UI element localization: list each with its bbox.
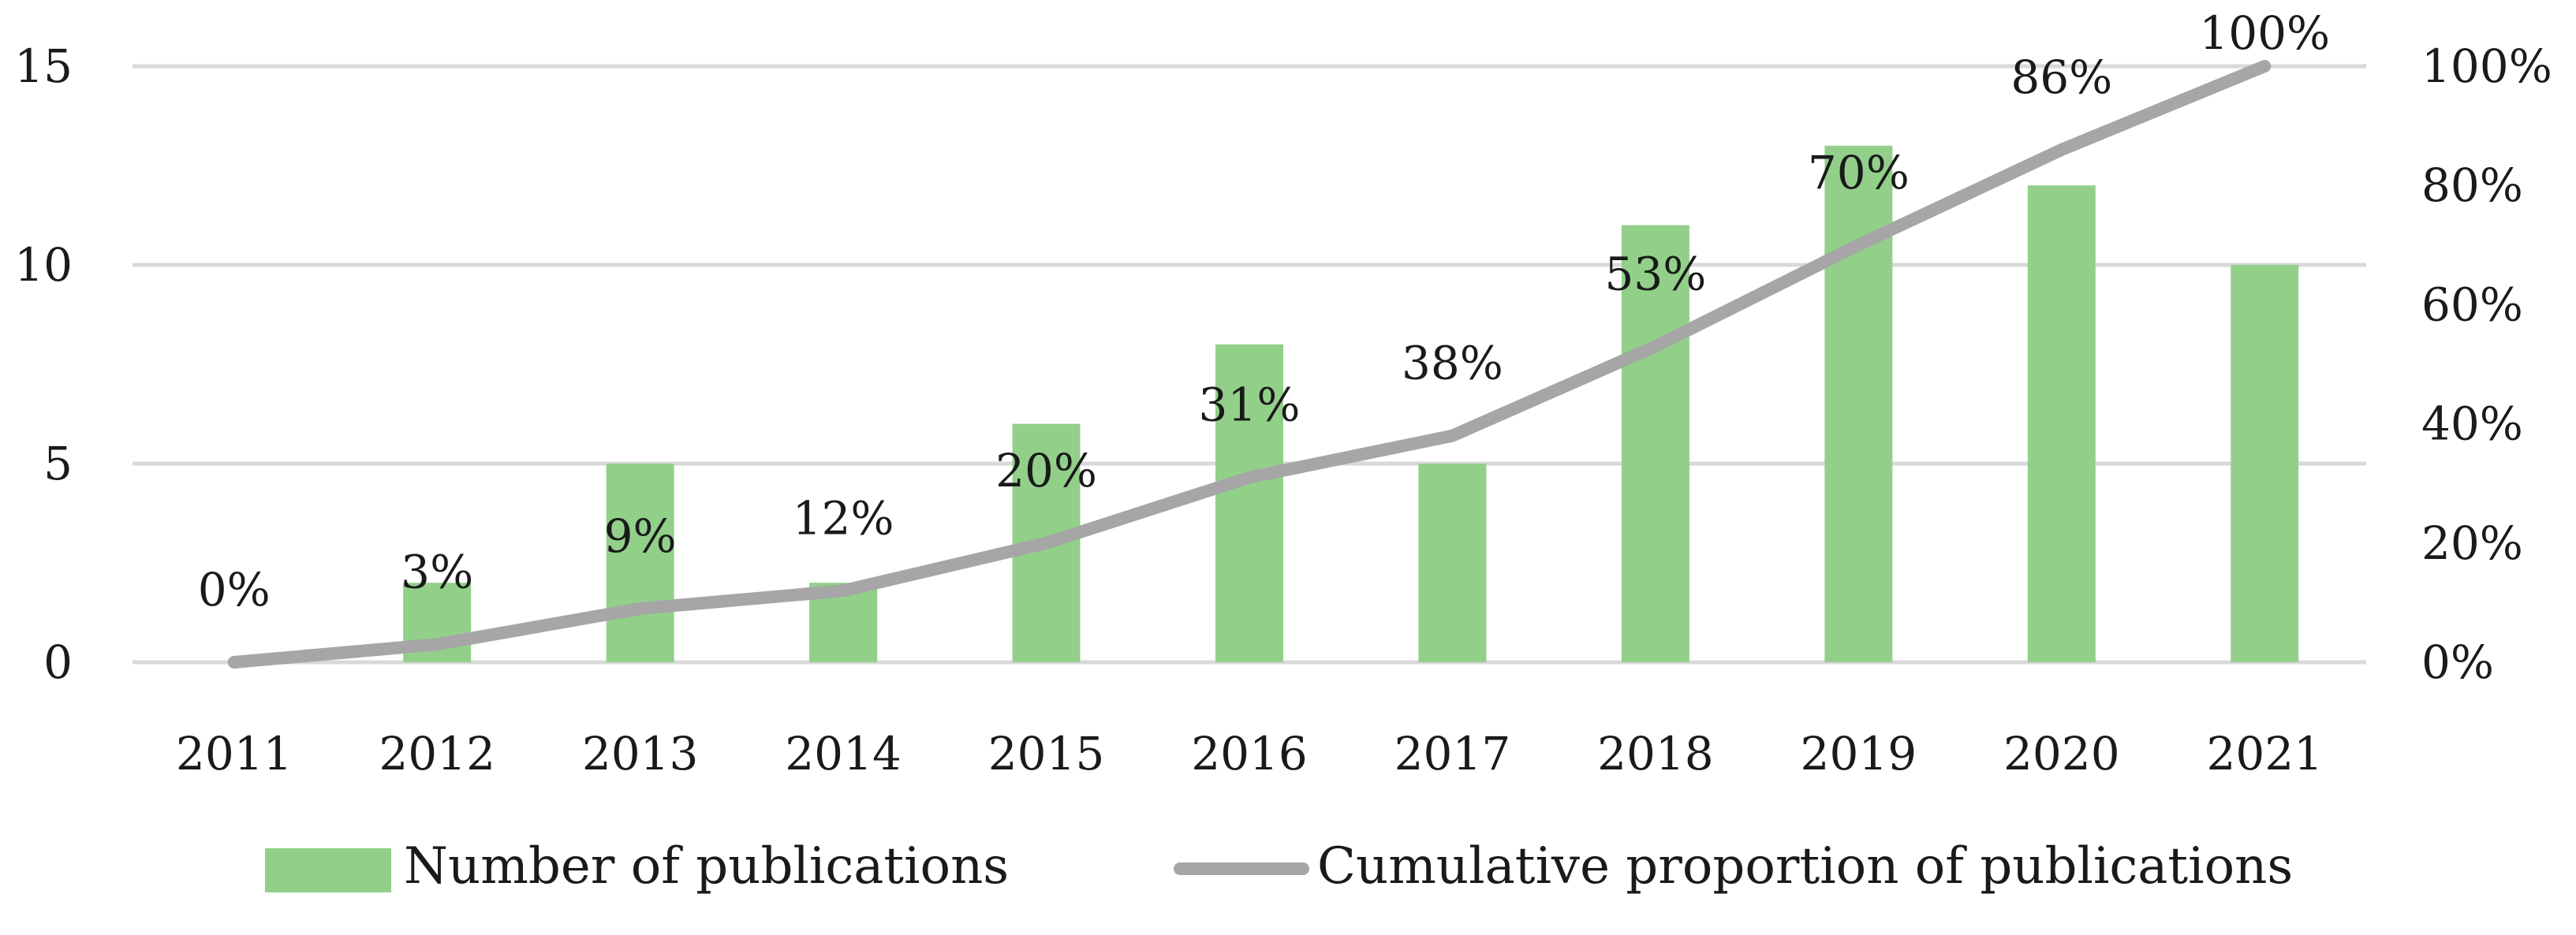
x-tick-label: 2021 [2206,727,2323,780]
y-right-tick-label: 20% [2421,516,2523,570]
x-tick-label: 2014 [785,727,902,780]
x-tick-label: 2020 [2003,727,2120,780]
legend-label-line: Cumulative proportion of publications [1317,837,2293,896]
line-point [1654,345,1656,348]
line-point [1451,434,1454,437]
bars-series [403,145,2299,663]
y-left-tick-label: 5 [43,437,73,490]
bar [2027,185,2096,662]
y-right-tick-label: 100% [2421,39,2552,93]
line-data-label: 12% [793,491,894,545]
x-tick-label: 2017 [1394,727,1511,780]
y-left-tick-label: 10 [14,238,73,292]
line-data-label: 20% [995,444,1097,497]
x-tick-label: 2015 [988,727,1105,780]
bar [1621,225,1689,663]
line-data-label: 0% [198,563,271,617]
y-left-tick-label: 15 [14,39,73,93]
line-point [639,607,641,609]
line-data-label: 38% [1402,337,1503,390]
x-tick-label: 2013 [582,727,699,780]
data-labels: 0% 3% 9% 12% 20% 31% 38% 53% 70% 86% 100% [198,6,2330,617]
y-right-tick-label: 60% [2421,278,2523,331]
line-data-label: 100% [2199,6,2330,60]
bar [606,464,674,662]
y-right-tick-label: 80% [2421,158,2523,212]
line-data-label: 3% [401,545,473,598]
line-series [227,60,2272,669]
legend-label-bars: Number of publications [404,837,1009,896]
x-tick-label: 2016 [1191,727,1308,780]
x-tick-label: 2012 [379,727,495,780]
line-point [233,661,235,663]
bar [1824,145,1893,663]
bar [1215,344,1283,662]
legend: Number of publications Cumulative proport… [265,837,2293,896]
line-point [842,590,845,592]
x-tick-label: 2019 [1801,727,1917,780]
axes: 0 5 10 15 0% 20% 40% 60% 80% 100% 2011 2012 2013 2014… [14,39,2552,780]
y-right-tick-label: 40% [2421,397,2523,451]
x-tick-label: 2011 [176,727,293,780]
line-point [2264,65,2266,67]
x-tick-label: 2018 [1597,727,1714,780]
legend-swatch-bar [265,848,391,892]
line-point [1249,476,1250,479]
line-data-label: 86% [2010,50,2112,104]
line-data-label: 53% [1604,247,1706,300]
line-data-label: 31% [1199,378,1301,432]
line-data-label: 70% [1808,146,1910,199]
line-point [1857,244,1860,246]
bar [1418,464,1487,662]
line-point [1045,542,1047,544]
y-left-tick-label: 0 [43,635,73,689]
y-right-tick-label: 0% [2421,635,2494,689]
line-data-label: 9% [604,509,677,563]
line-point [2060,148,2063,151]
line-point [436,643,439,646]
bar [2231,265,2299,662]
